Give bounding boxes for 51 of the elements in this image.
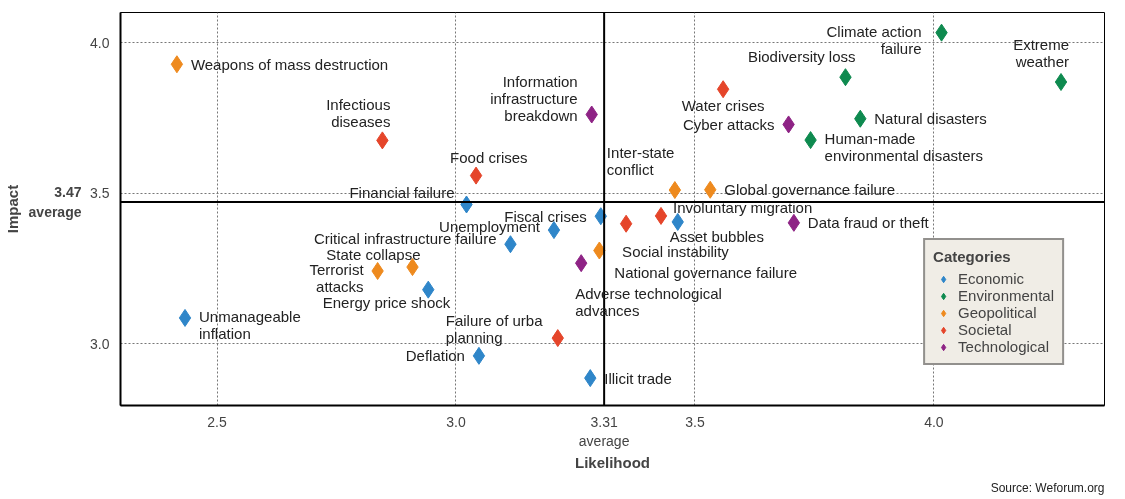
- point: [178, 308, 192, 327]
- annotation: Inter-state conflict: [606, 144, 675, 179]
- annotation: Human-made environmental disasters: [824, 130, 984, 165]
- annotation: Financial failure: [349, 184, 455, 202]
- annotation: Natural disasters: [874, 110, 987, 128]
- annotation: Unmanageable inflation: [199, 307, 301, 342]
- point: [1054, 73, 1068, 92]
- annotation: Deflation: [405, 347, 465, 365]
- point: [469, 166, 483, 185]
- legend-label: Economic: [958, 270, 1024, 287]
- x-axis-title: Likelihood: [575, 453, 650, 471]
- x-tick-label: 2.5: [207, 413, 227, 430]
- annotation: Data fraud or theft: [807, 214, 930, 232]
- legend-title: Categories: [933, 248, 1012, 265]
- annotation: Cyber attacks: [682, 115, 775, 133]
- annotation: Involuntary migration: [673, 199, 813, 217]
- point: [547, 221, 561, 240]
- point: [668, 181, 682, 200]
- source-note: Source: Weforum.org: [990, 480, 1105, 495]
- point: [472, 346, 486, 365]
- point: [170, 55, 184, 74]
- ref-line-label: 3.47 average: [28, 184, 82, 220]
- annotation: Failure of urba planning: [445, 312, 544, 347]
- annotation: Infectious diseases: [326, 96, 391, 131]
- y-axis-title: Impact: [3, 184, 21, 234]
- y-tick-label: 3.5: [90, 185, 110, 202]
- x-tick-label: 3.5: [685, 413, 705, 430]
- annotation: Social instability: [622, 243, 730, 261]
- x-tick-label: 3.0: [446, 413, 466, 430]
- y-tick-label: 3.0: [90, 335, 110, 352]
- ref-line-label: 3.31 average: [578, 413, 630, 449]
- x-tick-label: 4.0: [924, 413, 944, 430]
- annotation: Information infrastructure breakdown: [490, 72, 578, 124]
- legend-label: Geopolitical: [958, 304, 1037, 321]
- point: [716, 80, 730, 99]
- annotation: National governance failure: [614, 264, 797, 282]
- annotation: Biodiversity loss: [747, 48, 856, 66]
- point: [654, 206, 668, 225]
- legend-label: Environmental: [958, 287, 1054, 304]
- annotation: Global governance failure: [724, 181, 896, 199]
- point: [619, 214, 633, 233]
- annotation: Extreme weather: [1013, 36, 1070, 71]
- legend-label: Technological: [958, 338, 1050, 355]
- annotation: Water crises: [681, 97, 765, 115]
- annotation: Asset bubbles: [669, 227, 764, 245]
- annotation: Energy price shock: [322, 293, 451, 311]
- annotation: Food crises: [450, 148, 528, 166]
- annotation: Illicit trade: [604, 369, 672, 387]
- annotation: Weapons of mass destruction: [190, 55, 389, 73]
- y-tick-label: 4.0: [90, 34, 110, 51]
- legend-label: Societal: [958, 321, 1012, 338]
